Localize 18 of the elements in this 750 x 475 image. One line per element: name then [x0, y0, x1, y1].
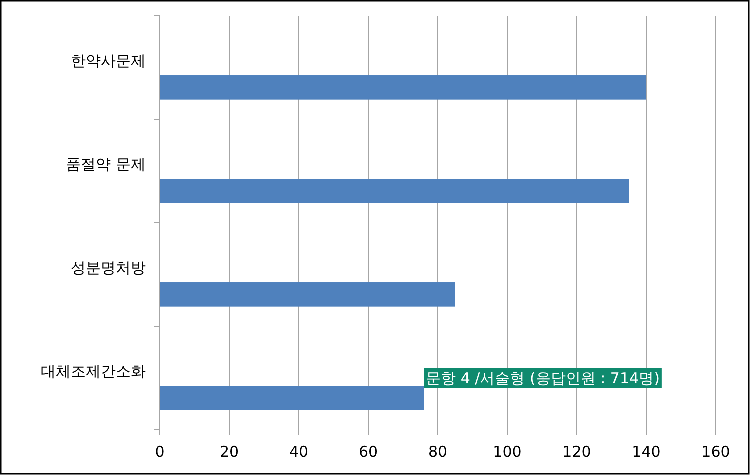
x-tick-label: 140: [632, 443, 661, 461]
x-tick-label: 40: [289, 443, 309, 461]
x-tick-label: 80: [428, 443, 448, 461]
y-tick-label: 성분명처방: [71, 258, 146, 277]
x-tick-label: 100: [493, 443, 522, 461]
bar: [160, 76, 646, 100]
y-tick-label: 한약사문제: [71, 52, 146, 70]
bar: [160, 179, 630, 204]
x-tick-label: 0: [155, 443, 165, 461]
x-tick-label: 160: [702, 443, 730, 461]
x-tick-label: 20: [220, 443, 240, 461]
bar: [160, 282, 456, 307]
y-tick-label: 품절약 문제: [66, 155, 146, 174]
x-tick-label: 120: [562, 443, 592, 461]
x-tick-label: 60: [358, 443, 378, 461]
bar: [160, 386, 424, 410]
y-tick-label: 대체조제간소화: [41, 362, 146, 380]
annotation: 문항 4 /서술형 (응답인원 : 714명): [426, 369, 660, 388]
